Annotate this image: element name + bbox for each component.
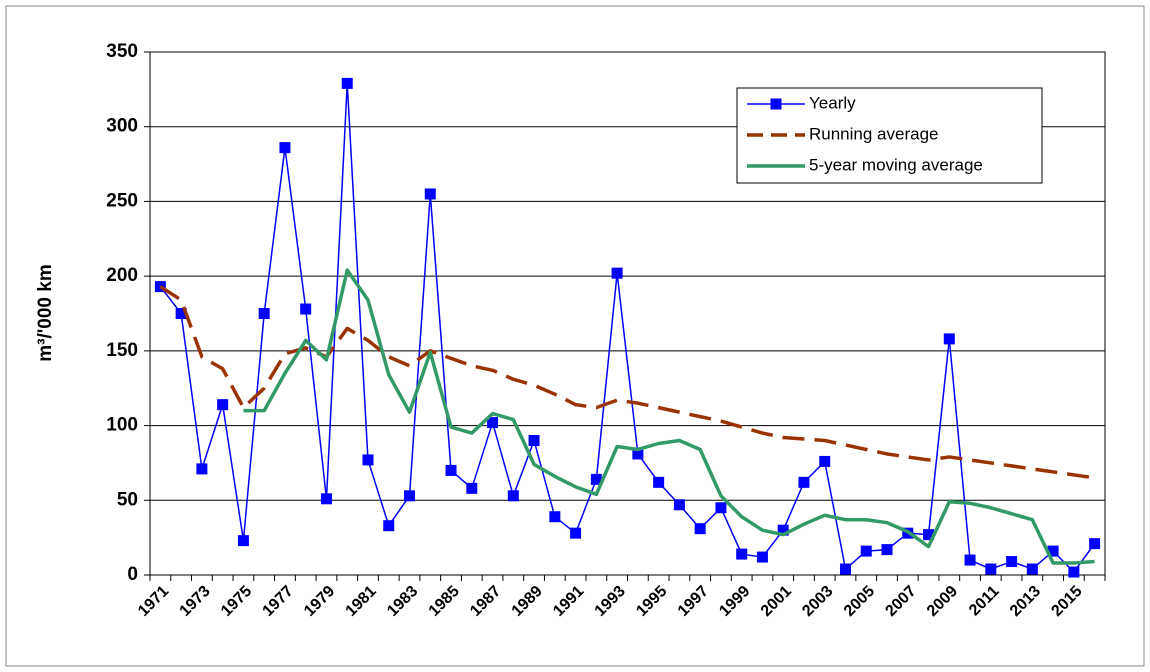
data-point (964, 554, 976, 566)
data-point (611, 267, 623, 279)
y-tick-label: 200 (106, 265, 138, 286)
data-point (590, 473, 602, 485)
data-point (819, 455, 831, 467)
data-point (1047, 545, 1059, 557)
data-point (881, 544, 893, 556)
y-tick-label: 50 (117, 489, 138, 510)
data-point (258, 308, 270, 319)
data-point (673, 499, 685, 511)
y-tick-label: 150 (106, 340, 138, 361)
data-point (528, 435, 540, 447)
legend-label: Yearly (809, 93, 856, 112)
y-tick-label: 250 (106, 190, 138, 211)
series-line (159, 82, 1096, 573)
y-tick-label: 100 (106, 415, 138, 436)
data-point (798, 476, 810, 488)
data-point (341, 77, 353, 89)
data-point (632, 448, 644, 460)
data-point (466, 482, 478, 494)
y-tick-label: 350 (106, 41, 138, 62)
data-point (756, 551, 768, 563)
data-point (715, 502, 727, 514)
data-point (570, 527, 582, 539)
data-point (1089, 538, 1101, 550)
data-point (1026, 563, 1038, 575)
data-point (404, 490, 416, 502)
data-point (985, 563, 997, 575)
data-point (839, 563, 851, 575)
data-point (362, 454, 374, 466)
y-axis-label: m³/'000 km (35, 264, 56, 361)
data-point (424, 188, 436, 200)
data-point (217, 399, 229, 411)
data-point (487, 417, 499, 429)
data-point (279, 142, 291, 154)
data-point (860, 545, 872, 557)
data-point (507, 490, 519, 502)
legend-label: Running average (809, 124, 938, 143)
data-point (237, 535, 249, 547)
data-point (300, 303, 312, 315)
data-point (196, 463, 208, 475)
series-line (159, 285, 1095, 480)
legend-marker (770, 98, 782, 110)
data-point (549, 511, 561, 523)
y-tick-label: 0 (127, 564, 138, 585)
data-point (1068, 566, 1080, 578)
data-point (175, 308, 187, 319)
data-point (923, 529, 935, 541)
data-point (383, 520, 395, 532)
data-point (736, 548, 748, 560)
data-point (943, 333, 955, 345)
data-point (653, 476, 665, 488)
data-point (777, 524, 789, 536)
data-point (445, 464, 457, 476)
y-tick-label: 300 (106, 116, 138, 137)
data-point (1006, 556, 1018, 568)
data-point (320, 493, 332, 505)
legend-label: 5-year moving average (809, 155, 983, 174)
series-line (243, 268, 1095, 565)
data-point (694, 523, 706, 535)
